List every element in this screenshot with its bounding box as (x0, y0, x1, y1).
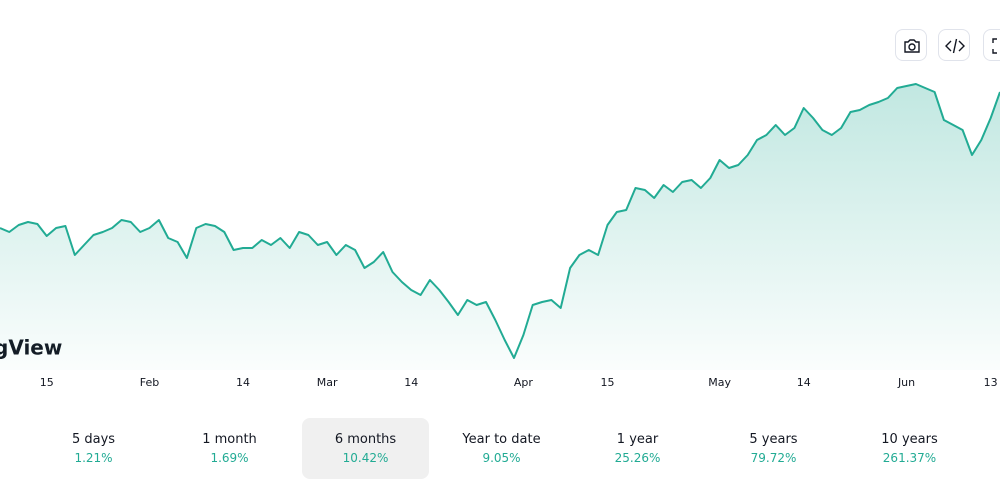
x-tick-label: Mar (317, 376, 338, 389)
period-tab[interactable]: 6 months 10.42% (302, 418, 429, 479)
period-change: 10.42% (342, 451, 389, 465)
x-tick-label: Feb (140, 376, 159, 389)
period-tab[interactable]: Year to date 9.05% (438, 418, 565, 479)
period-label: 5 days (71, 432, 116, 447)
fullscreen-button[interactable] (983, 29, 1000, 61)
period-tab[interactable]: 5 years 79.72% (710, 418, 837, 479)
period-label: 6 months (334, 432, 397, 447)
camera-icon (904, 39, 920, 53)
period-label: 10 years (881, 432, 938, 447)
period-label: 5 years (749, 432, 798, 447)
period-change: 9.05% (482, 451, 521, 465)
embed-button[interactable] (938, 29, 970, 61)
code-icon (945, 38, 965, 54)
period-label: 1 year (616, 432, 659, 447)
price-line (0, 83, 1000, 359)
area-fill (0, 84, 1000, 370)
period-change: 79.72% (750, 451, 797, 465)
camera-button[interactable] (895, 29, 927, 61)
period-tab[interactable]: 1 year 25.26% (574, 418, 701, 479)
x-tick-label: Apr (514, 376, 534, 389)
x-tick-label: 15 (40, 376, 54, 389)
x-tick-label: 14 (404, 376, 418, 389)
period-change: 261.37% (882, 451, 937, 465)
period-change: 1.69% (210, 451, 249, 465)
period-label: Year to date (462, 432, 541, 447)
fullscreen-icon (992, 38, 997, 54)
x-tick-label: Jun (897, 376, 915, 389)
period-tab[interactable]: 10 years 261.37% (846, 418, 973, 479)
x-tick-label: May (708, 376, 731, 389)
period-label: 1 month (202, 432, 257, 447)
period-change: 25.26% (614, 451, 661, 465)
period-change: 1.21% (74, 451, 113, 465)
x-tick-label: 14 (797, 376, 811, 389)
period-tab[interactable]: 1 month 1.69% (166, 418, 293, 479)
x-tick-label: 13 (984, 376, 998, 389)
period-tab[interactable]: 5 days 1.21% (30, 418, 157, 479)
x-tick-label: 15 (600, 376, 614, 389)
x-tick-label: 14 (236, 376, 250, 389)
